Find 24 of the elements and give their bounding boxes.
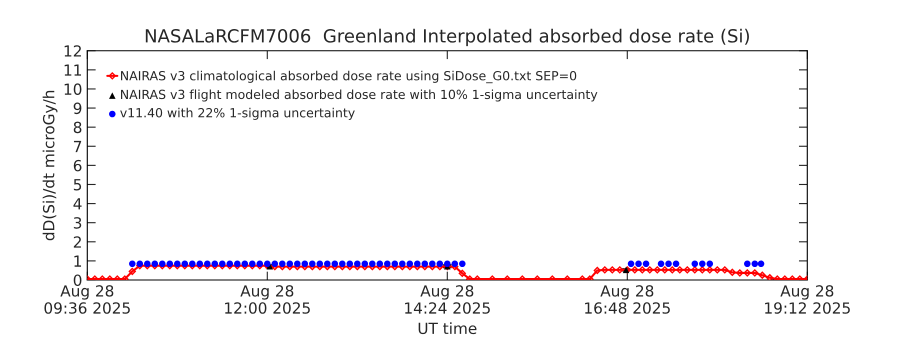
y-axis-title: dD(Si)/dt microGy/h [42,90,58,240]
y-tick-label: 8 [74,122,82,134]
y-tick-label: 12 [64,45,81,57]
y-tick-label: 10 [64,83,82,95]
x-tick-label: Aug 28 14:24 2025 [405,285,490,314]
y-tick-label: 7 [74,140,82,152]
x-tick-label: Aug 28 16:48 2025 [585,285,670,314]
y-tick-label: 0 [74,274,82,286]
legend-label: v11.40 with 22% 1-sigma uncertainty [120,108,355,120]
y-tick-label: 1 [74,256,82,267]
legend-label: NAIRAS v3 climatological absorbed dose rate using SiDose_G0.txt SEP=0 [121,70,576,84]
y-tick-label: 11 [64,64,82,76]
y-tick-label: 9 [74,102,82,114]
x-tick-label: Aug 28 19:12 2025 [765,285,850,314]
chart-title: NASALaRCFM7006 Greenland Interpolated absorbed dose rate (Si) [146,28,749,46]
x-axis-title: UT time [418,322,476,334]
y-tick-label: 3 [74,217,82,229]
y-tick-label: 5 [74,179,82,190]
x-tick-label: Aug 28 09:36 2025 [44,285,130,314]
y-tick-label: 2 [74,236,81,248]
x-tick-label: Aug 28 12:00 2025 [225,285,310,314]
y-tick-label: 6 [74,160,82,172]
legend-label: NAIRAS v3 flight modeled absorbed dose rate with 10% 1-sigma uncertainty [121,89,598,102]
y-tick-label: 4 [73,198,82,210]
